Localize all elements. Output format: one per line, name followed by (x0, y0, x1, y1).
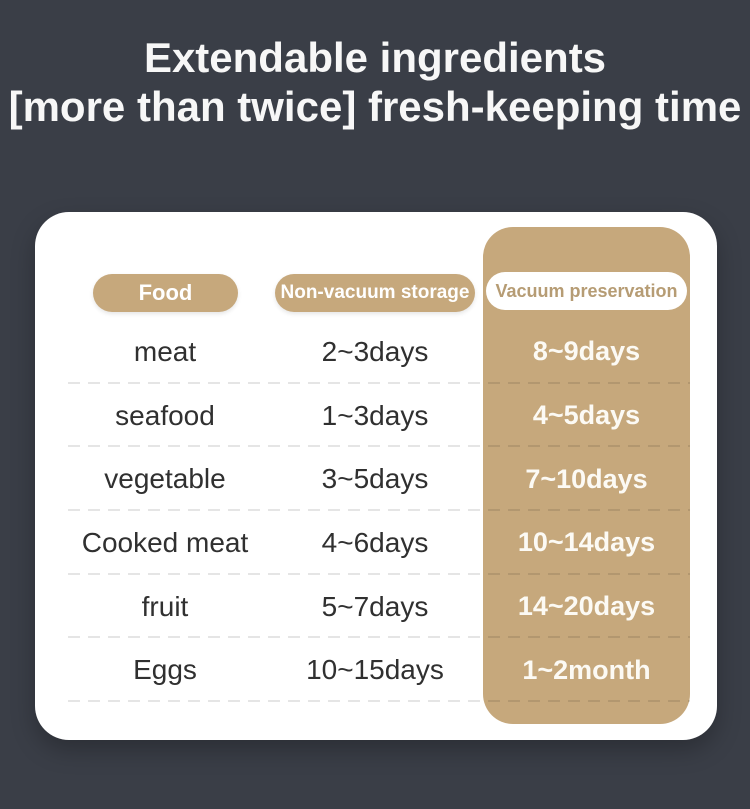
cell-non-vacuum-duration: 1~3days (321, 399, 429, 431)
table-row: seafood 1~3days 4~5days (35, 384, 717, 448)
row-separator (68, 636, 690, 639)
column-header-vacuum-preservation: Vacuum preservation (486, 272, 687, 310)
row-separator (68, 572, 690, 575)
cell-food-name: meat (133, 335, 197, 367)
cell-non-vacuum-duration: 10~15days (306, 654, 444, 686)
row-separator (68, 509, 690, 512)
cell-vacuum-duration: 10~14days (517, 527, 656, 558)
table-body: meat 2~3days 8~9days seafood 1~3days 4~5… (35, 320, 717, 703)
cell-vacuum-duration: 4~5days (532, 400, 641, 431)
cell-food-name: Eggs (133, 654, 197, 686)
row-separator (68, 381, 690, 384)
table-row: Eggs 10~15days 1~2month (35, 638, 717, 703)
cell-food-name: Cooked meat (81, 526, 249, 558)
table-row: meat 2~3days 8~9days (35, 320, 717, 384)
cell-food-name: fruit (141, 590, 189, 622)
title-line-1: Extendable ingredients (143, 34, 607, 81)
cell-food-name: seafood (115, 399, 215, 431)
column-header-non-vacuum-storage: Non-vacuum storage (275, 274, 475, 312)
row-separator (68, 700, 690, 703)
cell-vacuum-duration: 8~9days (532, 336, 641, 367)
cell-non-vacuum-duration: 2~3days (321, 335, 429, 367)
cell-non-vacuum-duration: 3~5days (321, 463, 429, 495)
cell-vacuum-duration: 14~20days (517, 591, 656, 622)
cell-vacuum-duration: 1~2month (522, 654, 651, 685)
cell-vacuum-duration: 7~10days (525, 463, 648, 494)
page-title: Extendable ingredients [more than twice]… (0, 33, 750, 131)
column-header-food: Food (93, 274, 238, 312)
cell-non-vacuum-duration: 5~7days (321, 590, 429, 622)
cell-non-vacuum-duration: 4~6days (321, 526, 429, 558)
cell-food-name: vegetable (104, 463, 226, 495)
table-row: fruit 5~7days 14~20days (35, 575, 717, 639)
table-row: Cooked meat 4~6days 10~14days (35, 511, 717, 575)
row-separator (68, 445, 690, 448)
storage-comparison-card: Food Non-vacuum storage Vacuum preservat… (35, 212, 717, 740)
table-row: vegetable 3~5days 7~10days (35, 447, 717, 512)
title-line-2: [more than twice] fresh-keeping time (8, 83, 742, 130)
